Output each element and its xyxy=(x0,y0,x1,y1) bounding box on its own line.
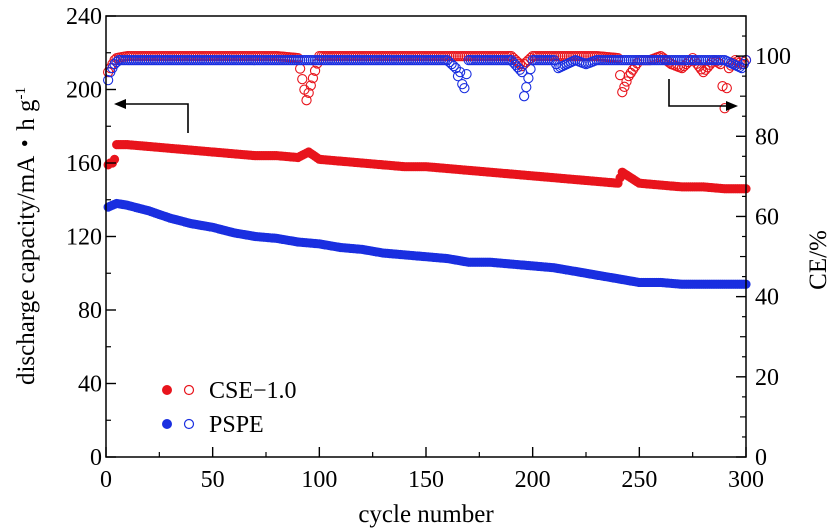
right-arrowhead xyxy=(726,101,738,111)
data-point xyxy=(307,72,319,84)
data-point xyxy=(619,81,630,92)
data-point xyxy=(461,68,472,80)
data-point xyxy=(301,95,312,106)
y-tick-label: 80 xyxy=(78,298,102,324)
y-tick-label: 40 xyxy=(78,372,102,398)
right-arrow-line xyxy=(668,79,730,107)
data-point xyxy=(623,70,634,82)
legend-pspe-label: PSPE xyxy=(209,412,264,438)
series-layer xyxy=(102,50,752,289)
data-point xyxy=(303,87,314,98)
left-arrow-line xyxy=(122,103,189,133)
left-arrowhead xyxy=(114,99,126,109)
data-point xyxy=(109,154,120,164)
legend-pspe-filled-marker xyxy=(162,419,172,429)
y-tick-label: 160 xyxy=(66,151,102,177)
legend-pspe-open-marker xyxy=(183,418,195,430)
data-point xyxy=(454,66,466,78)
data-point xyxy=(305,80,316,91)
data-point xyxy=(621,76,632,87)
data-point xyxy=(448,60,459,72)
y2-tick-label: 60 xyxy=(755,204,779,230)
y-tick-label: 0 xyxy=(90,445,102,471)
x-ticks: 0 50 100 150 200 250 300 xyxy=(100,447,764,493)
data-point xyxy=(459,83,470,94)
series-0 xyxy=(103,140,751,194)
legend: CSE−1.0 PSPE xyxy=(162,378,297,438)
legend-cse-label: CSE−1.0 xyxy=(209,378,297,404)
series-3 xyxy=(102,54,752,102)
data-point xyxy=(525,63,536,75)
y-tick-label: 200 xyxy=(66,78,102,104)
y2-tick-label: 100 xyxy=(755,44,791,70)
y-tick-label: 120 xyxy=(66,225,102,251)
data-point xyxy=(627,64,639,75)
y2-tick-label: 80 xyxy=(755,124,779,150)
x-tick-label: 250 xyxy=(621,467,657,493)
y-axis-title: discharge capacity/mA・h g-1 xyxy=(13,87,40,385)
data-point xyxy=(294,63,306,74)
y2-axis-title: CE/% xyxy=(805,230,832,290)
x-tick-label: 0 xyxy=(100,467,112,493)
data-point xyxy=(617,87,628,98)
data-point xyxy=(614,69,626,81)
y-tick-label: 240 xyxy=(66,4,102,30)
left-axis-arrow xyxy=(114,99,189,133)
x-tick-label: 100 xyxy=(301,467,337,493)
data-point xyxy=(514,64,526,75)
y2-tick-label: 0 xyxy=(755,445,767,471)
data-point xyxy=(625,67,636,79)
plot-frame xyxy=(105,15,747,458)
y2-tick-label: 40 xyxy=(755,285,779,311)
x-axis-title: cycle number xyxy=(358,501,494,528)
y-ticks: 0 40 80 120 160 200 240 xyxy=(66,4,116,471)
right-axis-arrow xyxy=(668,79,738,111)
data-point xyxy=(523,72,534,84)
x-tick-label: 50 xyxy=(201,467,225,493)
data-point xyxy=(514,58,526,70)
y2-ticks: 0 20 40 60 80 100 xyxy=(736,15,791,471)
series-2 xyxy=(103,198,751,289)
legend-cse-open-marker xyxy=(183,384,195,396)
y2-tick-label: 20 xyxy=(755,365,779,391)
data-point xyxy=(721,83,732,94)
data-point xyxy=(297,73,308,85)
data-point xyxy=(102,75,114,86)
x-tick-label: 300 xyxy=(728,467,764,493)
data-point xyxy=(518,91,530,102)
data-point xyxy=(309,65,321,76)
legend-cse-filled-marker xyxy=(162,385,172,395)
data-point xyxy=(521,82,532,93)
x-tick-label: 150 xyxy=(408,467,444,493)
x-tick-label: 200 xyxy=(515,467,551,493)
